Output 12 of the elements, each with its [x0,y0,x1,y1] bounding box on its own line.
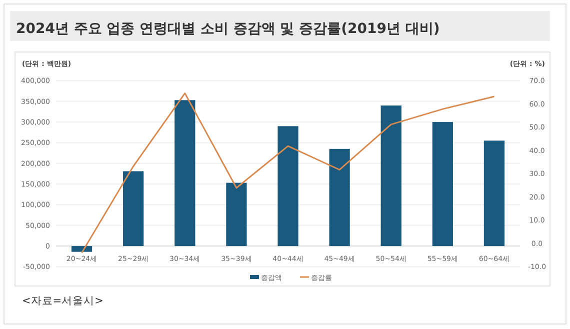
bar [432,122,453,246]
bar [123,171,144,246]
line-series [81,92,495,254]
bar [174,100,196,246]
bar [484,140,505,246]
bar [380,106,402,246]
bar [329,148,350,246]
bar [71,246,92,252]
bar [278,126,298,246]
chart-title: 2024년 주요 업종 연령대별 소비 증감액 및 증감률(2019년 대비) [16,21,440,37]
text: <자료=서울시> [22,295,104,307]
bar [226,182,247,246]
